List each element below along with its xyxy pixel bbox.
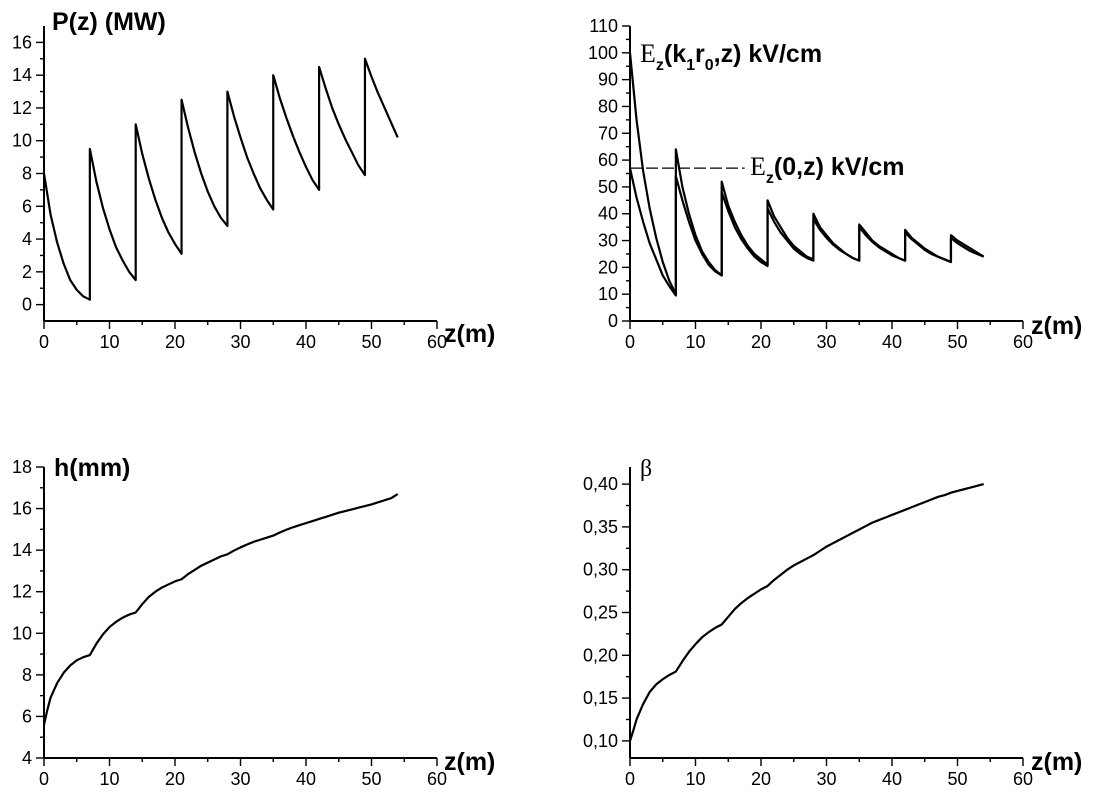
y-tick-label: 110 (589, 16, 618, 36)
annotation-part: z (766, 170, 774, 187)
y-tick-label: 50 (598, 177, 618, 197)
y-tick-label: 70 (598, 123, 618, 143)
series-line-1 (628, 483, 984, 742)
x-tick-label: 10 (99, 332, 119, 352)
annotation-e0: Ez(0,z) kV/cm (750, 152, 905, 187)
chart-panel-e: 0 10 20 30 40 50 600102030405060708090100110z(… (588, 16, 1082, 352)
y-tick-label: 0,15 (583, 688, 618, 708)
series-line-1 (42, 493, 399, 725)
y-tick-label: 14 (12, 540, 32, 560)
y-tick-label: 0,35 (583, 517, 618, 537)
annotation-part: ,z) kV/cm (714, 40, 822, 68)
x-axis-title: z(m) (1031, 748, 1082, 776)
y-tick-label: 0 (22, 295, 32, 315)
y-tick-label: 16 (12, 499, 32, 519)
x-tick-label: 40 (296, 769, 316, 789)
y-tick-label: 14 (12, 65, 32, 85)
y-tick-label: 10 (598, 284, 618, 304)
x-tick-label: 30 (816, 332, 836, 352)
annotation-part: 1 (686, 57, 695, 74)
x-tick-label: 50 (361, 332, 381, 352)
x-tick-label: 10 (99, 769, 119, 789)
annotation-part: (0,z) kV/cm (774, 153, 905, 181)
y-tick-label: 0 (608, 311, 618, 331)
x-tick-label: 10 (685, 769, 705, 789)
x-tick-label: 40 (296, 332, 316, 352)
x-tick-label: 40 (882, 332, 902, 352)
x-tick-label: 50 (947, 769, 967, 789)
y-tick-label: 4 (22, 748, 32, 768)
x-tick-label: 50 (361, 769, 381, 789)
annotation-part: E (750, 152, 766, 181)
x-tick-label: 10 (685, 332, 705, 352)
y-tick-label: 90 (598, 70, 618, 90)
y-tick-label: 16 (12, 32, 32, 52)
x-tick-label: 0 (625, 332, 635, 352)
x-tick-label: 30 (816, 769, 836, 789)
y-tick-label: 100 (588, 43, 618, 63)
y-tick-label: 0,30 (583, 560, 618, 580)
x-tick-label: 60 (427, 769, 447, 789)
series-line-1 (42, 57, 399, 301)
x-axis-title: z(m) (444, 748, 495, 776)
y-axis-title: P(z) (MW) (52, 8, 166, 36)
annotation-part: E (640, 39, 656, 68)
annotation-ek1: Ez(k1r0,z) kV/cm (640, 39, 822, 74)
y-tick-label: 18 (12, 457, 32, 477)
y-tick-label: 10 (12, 623, 32, 643)
y-tick-label: 10 (12, 131, 32, 151)
x-tick-label: 20 (165, 769, 185, 789)
y-tick-label: 20 (598, 257, 618, 277)
x-tick-label: 0 (625, 769, 635, 789)
y-tick-label: 40 (598, 204, 618, 224)
annotation-part: (k (664, 40, 686, 68)
x-tick-label: 60 (1013, 332, 1033, 352)
x-tick-label: 40 (882, 769, 902, 789)
x-tick-label: 60 (1013, 769, 1033, 789)
x-tick-label: 60 (427, 332, 447, 352)
x-tick-label: 0 (39, 332, 49, 352)
annotation-part: r (695, 40, 705, 68)
series-line-2 (628, 167, 985, 297)
y-tick-label: 0,10 (583, 731, 618, 751)
annotation-part: z (656, 57, 664, 74)
x-tick-label: 30 (230, 332, 250, 352)
x-tick-label: 20 (751, 769, 771, 789)
annotation-part: 0 (705, 57, 714, 74)
chart-panel-b: 0 10 20 30 40 50 60 0,10 0,15 0,20 0,25 0,30 0,35 0,4… (583, 456, 1082, 789)
y-tick-label: 0,25 (583, 603, 618, 623)
y-tick-label: 6 (22, 196, 32, 216)
y-tick-label: 8 (22, 665, 32, 685)
chart-panel-p: 0 10 20 30 40 50 60 0 2 4 6 8 10 12 14 16 z(m) P(z) (MW) (12, 8, 495, 352)
x-tick-label: 50 (947, 332, 967, 352)
x-tick-label: 30 (230, 769, 250, 789)
y-tick-label: 60 (598, 150, 618, 170)
x-axis-title: z(m) (1031, 312, 1082, 340)
chart-panel-h: 0 10 20 30 40 50 60 4 6 8 10 12 14 16 18 z(m) h(mm) (12, 454, 495, 789)
x-axis-title: z(m) (444, 320, 495, 348)
y-axis-title: h(mm) (54, 454, 130, 482)
x-tick-label: 0 (39, 769, 49, 789)
y-tick-label: 0,20 (583, 645, 618, 665)
y-axis-title: β (640, 456, 652, 482)
y-tick-label: 2 (22, 262, 32, 282)
y-tick-label: 6 (22, 706, 32, 726)
y-tick-label: 4 (22, 229, 32, 249)
y-tick-label: 12 (12, 98, 32, 118)
x-tick-label: 20 (751, 332, 771, 352)
x-tick-label: 20 (165, 332, 185, 352)
y-tick-label: 80 (598, 96, 618, 116)
y-tick-label: 12 (12, 582, 32, 602)
y-tick-label: 30 (598, 231, 618, 251)
y-tick-label: 8 (22, 164, 32, 184)
y-tick-label: 0,40 (583, 474, 618, 494)
